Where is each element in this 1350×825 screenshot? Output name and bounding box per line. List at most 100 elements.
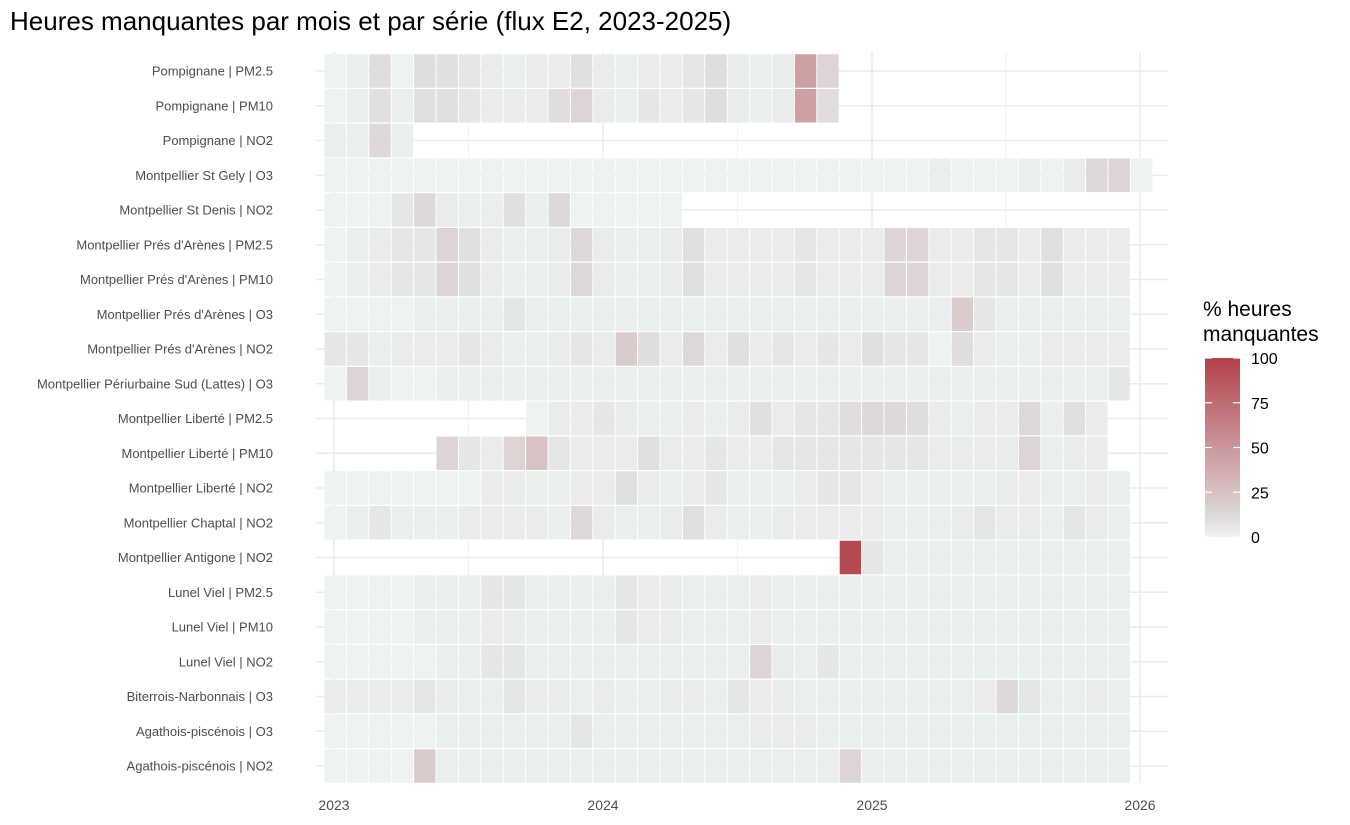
- heatmap-tile: [503, 679, 526, 714]
- heatmap-tile: [705, 158, 727, 192]
- heatmap-tile: [414, 471, 436, 505]
- heatmap-tile: [414, 89, 436, 123]
- heatmap-tile: [727, 89, 750, 123]
- heatmap-tile: [1018, 645, 1041, 679]
- heatmap-tile: [750, 158, 772, 192]
- heatmap-tile: [750, 401, 772, 436]
- heatmap-tile: [929, 332, 951, 366]
- heatmap-tile: [481, 645, 503, 679]
- heatmap-tile: [772, 401, 794, 436]
- heatmap-tile: [526, 714, 548, 748]
- heatmap-tile: [1108, 540, 1130, 575]
- heatmap-tile: [1041, 610, 1063, 644]
- heatmap-tile: [1063, 297, 1086, 331]
- heatmap-tile: [951, 506, 974, 540]
- heatmap-tile: [526, 367, 548, 401]
- heatmap-tile: [660, 506, 682, 540]
- heatmap-tile: [884, 575, 906, 609]
- heatmap-tile: [772, 89, 794, 123]
- heatmap-tile: [436, 610, 458, 644]
- heatmap-tile: [346, 679, 369, 714]
- heatmap-tile: [526, 471, 548, 505]
- heatmap-tile: [727, 297, 750, 331]
- heatmap-tile: [727, 367, 750, 401]
- heatmap-tile: [929, 297, 951, 331]
- heatmap-tile: [1108, 158, 1130, 192]
- y-tick-label: Montpellier St Denis | NO2: [119, 203, 273, 218]
- heatmap-tile: [391, 610, 414, 644]
- heatmap-tile: [951, 228, 974, 262]
- heatmap-tile: [906, 436, 929, 470]
- heatmap-tile: [346, 332, 369, 366]
- heatmap-tile: [1086, 610, 1108, 644]
- heatmap-tile: [817, 471, 839, 505]
- heatmap-tile: [929, 367, 951, 401]
- heatmap-tile: [593, 367, 615, 401]
- heatmap-tile: [862, 714, 884, 748]
- heatmap-tile: [772, 228, 794, 262]
- heatmap-tile: [593, 714, 615, 748]
- y-tick-label: Agathois-piscénois | NO2: [127, 759, 273, 774]
- heatmap-tile: [369, 714, 391, 748]
- y-tick-label: Montpellier Liberté | PM2.5: [118, 411, 273, 426]
- heatmap-tile: [526, 332, 548, 366]
- heatmap-tile: [548, 89, 570, 123]
- heatmap-tile: [794, 367, 817, 401]
- y-tick-label: Pompignane | PM2.5: [152, 64, 273, 79]
- heatmap-tile: [436, 367, 458, 401]
- heatmap-tile: [727, 749, 750, 783]
- heatmap-tile: [750, 436, 772, 470]
- heatmap-tile: [951, 367, 974, 401]
- heatmap-tile: [324, 158, 346, 192]
- heatmap-tile: [772, 749, 794, 783]
- heatmap-tile: [817, 332, 839, 366]
- heatmap-tile: [1086, 471, 1108, 505]
- heatmap-tile: [839, 401, 862, 436]
- heatmap-tile: [794, 158, 817, 192]
- heatmap-tile: [346, 54, 369, 88]
- heatmap-tile: [862, 158, 884, 192]
- heatmap-tile: [772, 367, 794, 401]
- heatmap-tile: [1108, 575, 1130, 609]
- heatmap-tile: [548, 575, 570, 609]
- legend-tick-label: 25: [1251, 485, 1269, 502]
- heatmap-tile: [929, 471, 951, 505]
- heatmap-tile: [1018, 610, 1041, 644]
- heatmap-tile: [593, 645, 615, 679]
- heatmap-tile: [615, 679, 638, 714]
- heatmap-tile: [391, 714, 414, 748]
- heatmap-tile: [638, 297, 660, 331]
- heatmap-tile: [346, 749, 369, 783]
- heatmap-tile: [548, 297, 570, 331]
- heatmap-tile: [794, 645, 817, 679]
- heatmap-tile: [1108, 679, 1130, 714]
- heatmap-tile: [391, 332, 414, 366]
- heatmap-tile: [1018, 506, 1041, 540]
- heatmap-tile: [750, 575, 772, 609]
- color-legend: 0 25 50 75 100: [1205, 351, 1278, 547]
- heatmap-tile: [951, 332, 974, 366]
- heatmap-tile: [436, 679, 458, 714]
- heatmap-tile: [817, 401, 839, 436]
- heatmap-tile: [817, 228, 839, 262]
- heatmap-tile: [727, 506, 750, 540]
- heatmap-tile: [750, 749, 772, 783]
- heatmap-tile: [458, 679, 481, 714]
- heatmap-tile: [1041, 679, 1063, 714]
- heatmap-tile: [817, 436, 839, 470]
- heatmap-tile: [906, 471, 929, 505]
- heatmap-tile: [346, 367, 369, 401]
- heatmap-tile: [369, 332, 391, 366]
- heatmap-tile: [548, 610, 570, 644]
- heatmap-tile: [436, 297, 458, 331]
- heatmap-tile: [593, 575, 615, 609]
- heatmap-tile: [638, 575, 660, 609]
- heatmap-tile: [526, 575, 548, 609]
- heatmap-tile: [1086, 332, 1108, 366]
- heatmap-tile: [369, 297, 391, 331]
- heatmap-tile: [660, 54, 682, 88]
- heatmap-tile: [1018, 575, 1041, 609]
- heatmap-tile: [391, 471, 414, 505]
- heatmap-tile: [1063, 228, 1086, 262]
- heatmap-tile: [638, 158, 660, 192]
